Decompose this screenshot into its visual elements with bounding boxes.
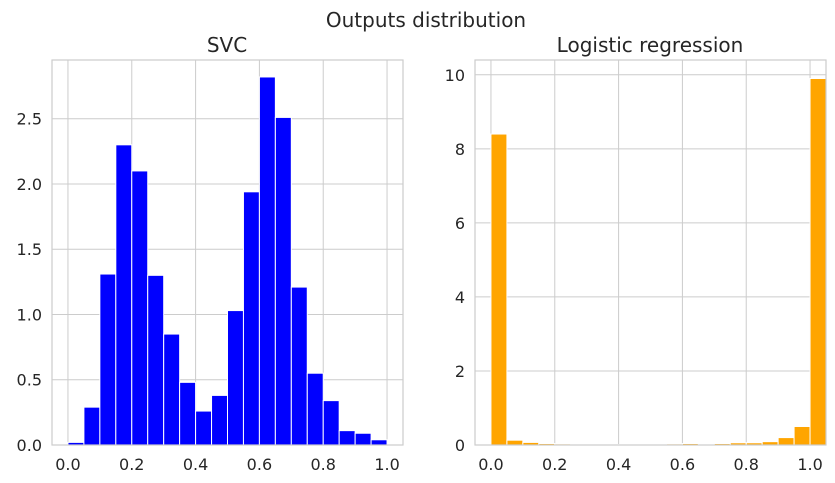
svc-histogram-bar — [195, 410, 213, 446]
logreg-plot-frame — [474, 59, 827, 446]
svc-histogram-bar — [163, 333, 181, 446]
svc-y-tick-label: 1.5 — [17, 240, 42, 259]
svc-histogram-bar — [354, 432, 372, 446]
svc-histogram-bar — [370, 439, 388, 446]
logreg-y-tick-label: 6 — [455, 214, 465, 233]
logreg-y-tick-label: 0 — [455, 436, 465, 455]
svc-histogram-bar — [211, 394, 229, 446]
svc-bars — [67, 76, 388, 446]
figure-suptitle: Outputs distribution — [326, 8, 526, 32]
svc-histogram-axes: SVC 0.0 0.2 0.4 0.6 0.8 1.0 0.0 0.5 1.0 1.5 2.0 2.… — [17, 33, 404, 474]
logreg-x-tick-label: 0.2 — [542, 455, 567, 474]
logreg-x-tick-label: 0.0 — [478, 455, 503, 474]
svc-histogram-bar — [83, 406, 101, 446]
svc-histogram-bar — [227, 310, 244, 446]
svc-histogram-bar — [131, 170, 149, 446]
logreg-x-tick-label: 1.0 — [797, 455, 822, 474]
logreg-histogram-bar — [506, 439, 524, 446]
svc-chart-title: SVC — [207, 33, 247, 57]
logreg-x-tick-label: 0.8 — [734, 455, 759, 474]
logreg-y-tick-labels: 0 2 4 6 8 10 — [445, 66, 465, 455]
logreg-y-tick-label: 2 — [455, 362, 465, 381]
svc-histogram-bar — [274, 116, 292, 446]
svc-x-tick-label: 0.0 — [55, 455, 80, 474]
logreg-gridlines — [475, 60, 826, 446]
svc-y-tick-label: 2.0 — [17, 175, 42, 194]
svc-histogram-bar — [242, 191, 260, 446]
logreg-x-tick-label: 0.4 — [606, 455, 631, 474]
logreg-histogram-bar — [490, 133, 508, 446]
svc-x-tick-label: 0.8 — [311, 455, 336, 474]
logreg-histogram-bar — [793, 425, 811, 446]
svc-x-tick-label: 1.0 — [374, 455, 399, 474]
svc-histogram-bar — [147, 274, 165, 446]
logreg-y-tick-label: 8 — [455, 140, 465, 159]
svc-y-tick-label: 2.5 — [17, 110, 42, 129]
svc-histogram-bar — [99, 273, 117, 446]
svc-histogram-bar — [322, 400, 340, 446]
logreg-chart-title: Logistic regression — [557, 33, 744, 57]
svc-histogram-bar — [179, 381, 197, 446]
logreg-histogram-bar — [777, 437, 795, 446]
svc-histogram-bar — [258, 76, 276, 446]
logreg-bars — [490, 78, 827, 446]
svc-x-tick-label: 0.6 — [247, 455, 272, 474]
logreg-histogram-axes: Logistic regression 0.0 0.2 0.4 0.6 0.8 1.0 0… — [445, 33, 827, 474]
logreg-x-tick-label: 0.6 — [670, 455, 695, 474]
svc-x-tick-label: 0.4 — [183, 455, 208, 474]
svc-histogram-bar — [290, 286, 308, 446]
logreg-histogram-bar — [809, 78, 827, 446]
logreg-x-tick-labels: 0.0 0.2 0.4 0.6 0.8 1.0 — [478, 455, 823, 474]
svc-y-tick-labels: 0.0 0.5 1.0 1.5 2.0 2.5 — [17, 110, 42, 455]
svc-histogram-bar — [338, 430, 356, 446]
svc-x-tick-label: 0.2 — [119, 455, 144, 474]
logreg-y-tick-label: 10 — [445, 66, 465, 85]
svc-histogram-bar — [115, 144, 133, 446]
svc-plot-frame — [51, 59, 404, 446]
logreg-y-tick-label: 4 — [455, 288, 465, 307]
svc-y-tick-label: 1.0 — [17, 305, 42, 324]
svc-histogram-bar — [306, 372, 324, 446]
svc-y-tick-label: 0.5 — [17, 371, 42, 390]
svc-x-tick-labels: 0.0 0.2 0.4 0.6 0.8 1.0 — [55, 455, 400, 474]
svc-y-tick-label: 0.0 — [17, 436, 42, 455]
